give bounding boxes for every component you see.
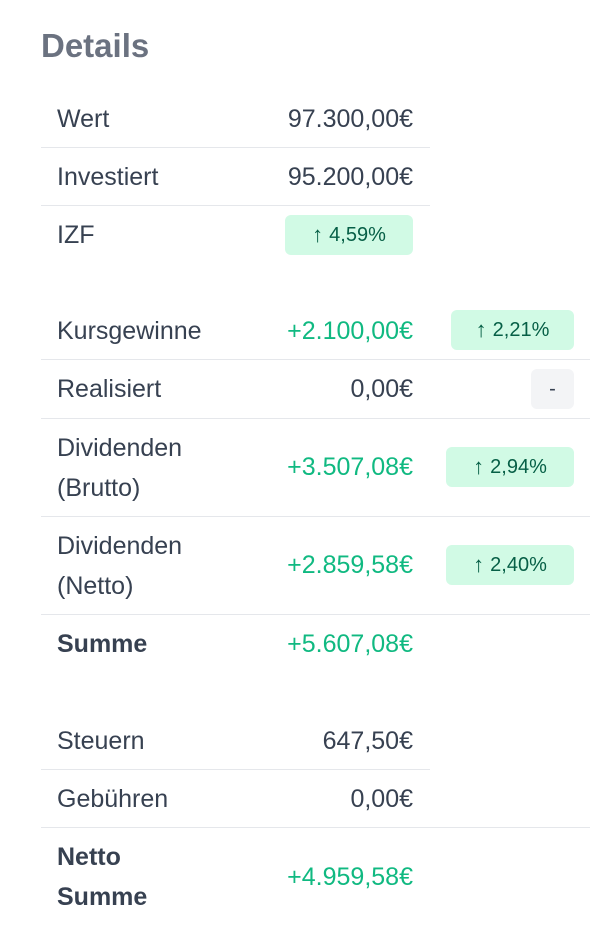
summary-table: Wert 97.300,00€ Investiert 95.200,00€ IZ… [41,90,430,264]
table-row-summe: Summe +5.607,08€ [41,615,590,673]
costs-table-wide: Gebühren 0,00€ Netto Summe +4.959,58€ [41,770,590,926]
table-row-gebuehren: Gebühren 0,00€ [41,770,590,828]
arrow-up-icon: ↑ [473,552,485,577]
badge-value: 2,21% [492,318,550,341]
table-row-dividenden-netto: Dividenden (Netto) +2.859,58€ ↑ 2,40% [41,517,590,615]
row-value: 0,00€ [350,375,413,403]
row-label: IZF [57,221,95,249]
row-label: Kursgewinne [57,317,202,345]
return-badge: ↑ 2,21% [451,310,574,350]
arrow-up-icon: ↑ [475,317,487,342]
table-row-realisiert: Realisiert 0,00€ - [41,360,590,419]
gains-table: Kursgewinne +2.100,00€ ↑ 2,21% Realisier… [41,302,590,673]
row-value: +2.100,00€ [287,317,413,345]
table-row-steuern: Steuern 647,50€ [41,712,430,770]
row-value: +5.607,08€ [287,630,413,658]
badge-value: 2,94% [490,455,547,478]
row-label: Dividenden (Brutto) [57,434,183,502]
badge-value: 4,59% [329,223,386,246]
row-label: Summe [57,630,148,658]
return-badge: ↑ 4,59% [285,215,413,255]
row-label: Gebühren [57,785,169,813]
row-label: Dividenden (Netto) [57,532,183,600]
row-label: Wert [57,105,110,133]
row-value: 647,50€ [322,727,413,755]
row-value: 0,00€ [350,785,413,813]
table-row-dividenden-brutto: Dividenden (Brutto) +3.507,08€ ↑ 2,94% [41,419,590,517]
badge-value: - [549,377,556,400]
table-row-netto-summe: Netto Summe +4.959,58€ [41,828,590,926]
arrow-up-icon: ↑ [312,222,324,247]
return-badge: - [531,369,574,409]
costs-table: Steuern 647,50€ [41,712,430,770]
return-badge: ↑ 2,40% [446,545,574,585]
badge-value: 2,40% [490,553,547,576]
row-label: Investiert [57,163,159,191]
row-label: Realisiert [57,375,162,403]
row-value: +3.507,08€ [287,453,413,481]
row-value: +2.859,58€ [287,551,413,579]
arrow-up-icon: ↑ [473,454,485,479]
row-label: Netto Summe [57,843,148,911]
table-row-kursgewinne: Kursgewinne +2.100,00€ ↑ 2,21% [41,302,590,360]
table-row-wert: Wert 97.300,00€ [41,90,430,148]
table-row-investiert: Investiert 95.200,00€ [41,148,430,206]
table-row-izf: IZF ↑ 4,59% [41,206,430,264]
row-value: +4.959,58€ [287,863,413,891]
row-value: 95.200,00€ [287,163,413,191]
row-value: 97.300,00€ [287,105,413,133]
page-title: Details [41,27,150,64]
row-label: Steuern [57,727,145,755]
return-badge: ↑ 2,94% [446,447,574,487]
